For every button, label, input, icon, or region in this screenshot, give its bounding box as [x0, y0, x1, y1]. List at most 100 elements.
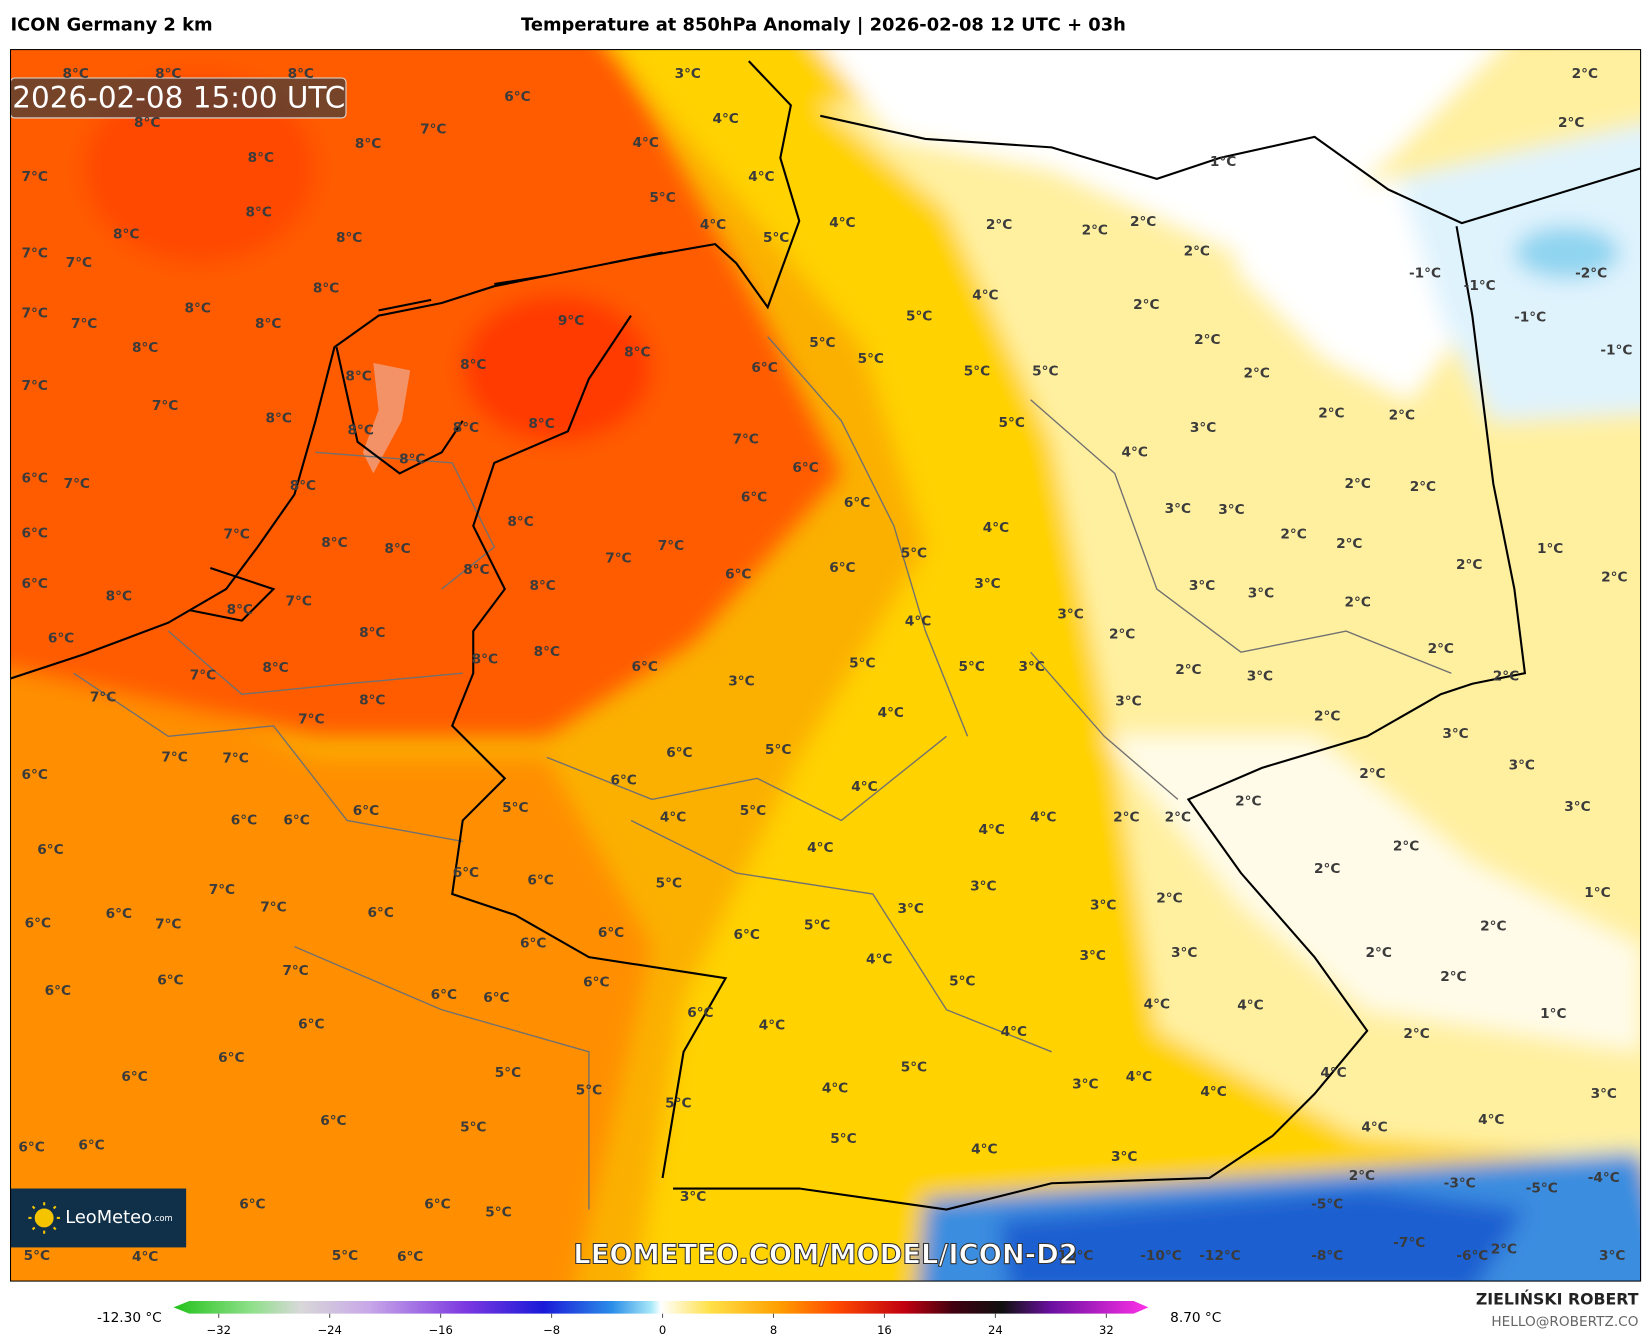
contour-label: -12°C: [1199, 1248, 1241, 1264]
logo-sun: [28, 1202, 60, 1234]
contour-label: 3°C: [1111, 1149, 1137, 1165]
contour-label: 5°C: [830, 1131, 856, 1147]
contour-label: 2°C: [1082, 222, 1108, 238]
colorbar-tick-label: 16: [877, 1323, 892, 1337]
contour-label: 3°C: [680, 1189, 706, 1205]
contour-label: 8°C: [106, 588, 132, 604]
contour-label: 4°C: [633, 135, 659, 151]
contour-label: 9°C: [558, 313, 584, 329]
valid-time: 2026-02-08 15:00 UTC: [12, 81, 345, 115]
colorbar-tick-label: 8: [770, 1323, 777, 1337]
contour-label: 3°C: [898, 901, 924, 917]
model-name: ICON Germany 2 km: [11, 14, 213, 35]
contour-label: 6°C: [121, 1069, 147, 1085]
contour-label: 8°C: [227, 602, 253, 618]
contour-label: 8°C: [359, 625, 385, 641]
contour-label: 5°C: [901, 1060, 927, 1076]
contour-label: 5°C: [849, 656, 875, 672]
contour-label: 6°C: [22, 471, 48, 487]
contour-label: 2°C: [1403, 1026, 1429, 1042]
contour-label: 5°C: [809, 335, 835, 351]
contour-label: 2°C: [1280, 526, 1306, 542]
contour-label: 4°C: [829, 215, 855, 231]
contour-label: 3°C: [1218, 502, 1244, 518]
contour-label: -1°C: [1514, 310, 1546, 326]
contour-label: 2°C: [1345, 476, 1371, 492]
contour-label: 6°C: [666, 745, 692, 761]
contour-label: 5°C: [332, 1248, 358, 1264]
contour-label: 2°C: [1184, 243, 1210, 259]
contour-label: 7°C: [420, 121, 446, 137]
contour-label: 7°C: [222, 750, 248, 766]
contour-label: 5°C: [495, 1065, 521, 1081]
contour-label: 6°C: [353, 803, 379, 819]
contour-label: 6°C: [22, 576, 48, 592]
contour-label: -5°C: [1526, 1181, 1558, 1197]
temperature-field: [10, 49, 1641, 1282]
contour-label: -7°C: [1393, 1235, 1425, 1251]
contour-label: 8°C: [321, 535, 347, 551]
contour-label: 6°C: [22, 525, 48, 541]
logo-text: LeoMeteo.com: [65, 1207, 173, 1228]
contour-label: 6°C: [231, 812, 257, 828]
contour-label: 5°C: [656, 876, 682, 892]
colorbar-tick-label: 0: [659, 1323, 666, 1337]
contour-label: 6°C: [741, 490, 767, 506]
contour-label: 4°C: [700, 217, 726, 233]
contour-label: 4°C: [1361, 1120, 1387, 1136]
contour-label: 7°C: [260, 900, 286, 916]
contour-label: 7°C: [66, 255, 92, 271]
colorbar-tick-label: −8: [543, 1323, 560, 1337]
contour-label: 4°C: [878, 705, 904, 721]
contour-label: 4°C: [1478, 1112, 1504, 1128]
contour-label: 2°C: [1389, 408, 1415, 424]
contour-label: 2°C: [1113, 809, 1139, 825]
contour-label: 6°C: [106, 906, 132, 922]
contour-label: 6°C: [18, 1140, 44, 1156]
contour-label: 8°C: [185, 300, 211, 316]
contour-label: 8°C: [113, 227, 139, 243]
contour-label: 2°C: [1393, 839, 1419, 855]
contour-label: 2°C: [1493, 668, 1519, 684]
contour-label: 6°C: [239, 1196, 265, 1212]
contour-label: 4°C: [1200, 1084, 1226, 1100]
contour-label: 7°C: [22, 378, 48, 394]
contour-label: 8°C: [345, 369, 371, 385]
contour-label: 4°C: [822, 1081, 848, 1097]
contour-label: 3°C: [1057, 606, 1083, 622]
contour-label: 8°C: [262, 660, 288, 676]
contour-label: 2°C: [1491, 1242, 1517, 1258]
contour-label: 5°C: [804, 918, 830, 934]
contour-label: 6°C: [631, 659, 657, 675]
contour-label: 2°C: [1165, 809, 1191, 825]
colorbar-min: -12.30 °C: [97, 1310, 162, 1326]
contour-label: 7°C: [152, 398, 178, 414]
contour-label: 3°C: [1072, 1076, 1098, 1092]
contour-label: 3°C: [1079, 948, 1105, 964]
contact: HELLO@ROBERTZ.CO: [1491, 1314, 1638, 1330]
contour-label: 7°C: [658, 538, 684, 554]
contour-label: 3°C: [1591, 1086, 1617, 1102]
contour-label: 5°C: [24, 1248, 50, 1264]
contour-label: 7°C: [22, 306, 48, 322]
contour-label: 2°C: [1428, 641, 1454, 657]
contour-label: 8°C: [132, 340, 158, 356]
coast-and-borders: [10, 60, 1641, 1211]
contour-label: 3°C: [1248, 585, 1274, 601]
contour-label: 4°C: [748, 169, 774, 185]
contour-label: 7°C: [285, 594, 311, 610]
contour-label: 5°C: [576, 1083, 602, 1099]
contour-label: 8°C: [63, 66, 89, 82]
contour-label: 2°C: [986, 217, 1012, 233]
contour-label: 1°C: [1540, 1006, 1566, 1022]
colorbar-tick-label: 32: [1099, 1323, 1114, 1337]
contour-label: 6°C: [751, 360, 777, 376]
contour-label: 4°C: [132, 1249, 158, 1265]
contour-label: 1°C: [1210, 154, 1236, 170]
contour-label: 3°C: [1189, 578, 1215, 594]
contour-label: 3°C: [1115, 694, 1141, 710]
contour-label: 8°C: [460, 357, 486, 373]
contour-label: 6°C: [687, 1005, 713, 1021]
